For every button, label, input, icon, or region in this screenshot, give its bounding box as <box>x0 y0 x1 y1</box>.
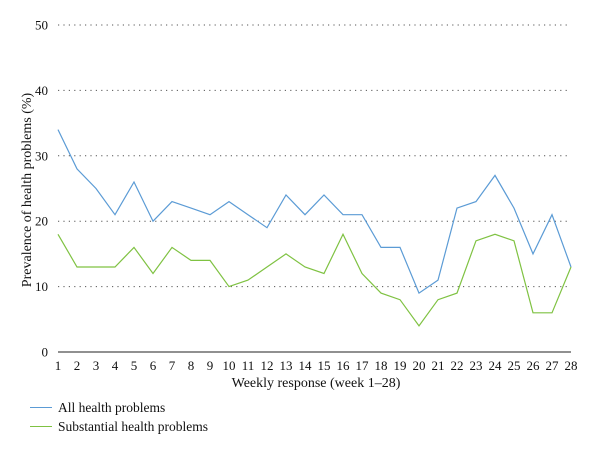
x-tick-8: 8 <box>188 358 195 373</box>
x-tick-22: 22 <box>451 358 464 373</box>
x-tick-9: 9 <box>207 358 214 373</box>
series-line-substantial <box>57 232 572 327</box>
series-lines <box>57 129 572 327</box>
x-tick-28: 28 <box>565 358 578 373</box>
x-tick-1: 1 <box>55 358 62 373</box>
legend-label-substantial: Substantial health problems <box>58 418 208 434</box>
x-tick-6: 6 <box>150 358 157 373</box>
x-tick-12: 12 <box>261 358 274 373</box>
legend-swatch-all <box>30 407 52 408</box>
x-tick-27: 27 <box>546 358 560 373</box>
x-tick-3: 3 <box>93 358 100 373</box>
y-tick-40: 40 <box>35 83 48 98</box>
x-tick-20: 20 <box>413 358 426 373</box>
x-tick-11: 11 <box>242 358 255 373</box>
legend-label-all: All health problems <box>58 399 166 415</box>
y-tick-50: 50 <box>35 18 48 33</box>
legend-swatch-substantial <box>30 426 52 427</box>
x-tick-14: 14 <box>299 358 313 373</box>
x-tick-16: 16 <box>337 358 351 373</box>
y-axis-label: Prevalence of health problems (%) <box>20 92 35 287</box>
y-tick-30: 30 <box>35 148 48 163</box>
gridlines <box>58 24 571 288</box>
x-tick-2: 2 <box>74 358 81 373</box>
x-tick-5: 5 <box>131 358 138 373</box>
x-tick-24: 24 <box>489 358 503 373</box>
x-tick-13: 13 <box>280 358 293 373</box>
y-tick-labels: 0 10 20 30 40 50 <box>35 18 48 360</box>
legend-item-substantial: Substantial health problems <box>30 417 208 436</box>
x-axis-label: Weekly response (week 1–28) <box>232 376 401 391</box>
x-tick-7: 7 <box>169 358 176 373</box>
x-tick-15: 15 <box>318 358 331 373</box>
y-tick-10: 10 <box>35 279 48 294</box>
x-tick-19: 19 <box>394 358 407 373</box>
x-tick-10: 10 <box>223 358 236 373</box>
x-tick-17: 17 <box>356 358 370 373</box>
x-tick-4: 4 <box>112 358 119 373</box>
x-tick-18: 18 <box>375 358 388 373</box>
x-tick-21: 21 <box>432 358 445 373</box>
x-tick-labels: 1 2 3 4 5 6 7 8 9 10 11 12 13 14 15 16 17 18 19 20 21 22 23 24 2… <box>55 358 578 373</box>
series-line-all <box>57 129 572 295</box>
y-tick-0: 0 <box>42 345 49 360</box>
legend: All health problems Substantial health p… <box>30 398 208 436</box>
y-tick-20: 20 <box>35 214 48 229</box>
x-tick-25: 25 <box>508 358 521 373</box>
legend-item-all: All health problems <box>30 398 208 417</box>
x-tick-26: 26 <box>527 358 541 373</box>
x-tick-23: 23 <box>470 358 483 373</box>
